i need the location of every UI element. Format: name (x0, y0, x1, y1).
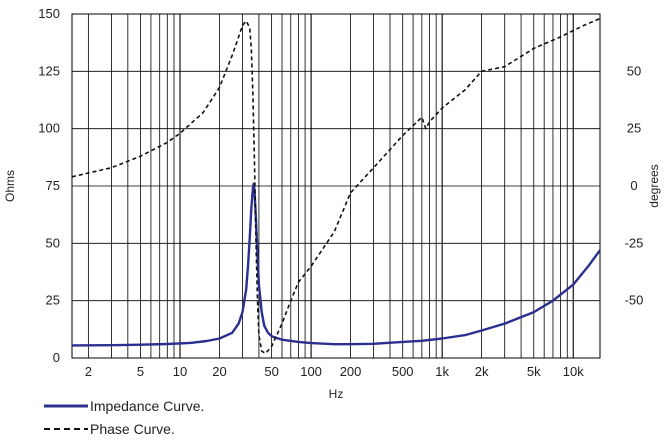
x-tick-label: 200 (340, 364, 362, 379)
x-tick-label: 5 (137, 364, 144, 379)
impedance-curve-line (71, 182, 601, 347)
series-layer (71, 17, 601, 355)
y-left-tick-label: 100 (38, 121, 60, 136)
x-tick-label: 2 (85, 364, 92, 379)
x-tick-label: 50 (264, 364, 278, 379)
y-left-tick-labels: 0 25 50 75 100 125 150 (38, 6, 60, 365)
y-right-tick-label: 25 (627, 121, 641, 136)
y-left-tick-label: 50 (46, 235, 60, 250)
x-tick-label: 1k (435, 364, 449, 379)
x-tick-label: 10 (173, 364, 187, 379)
y-right-tick-labels: -50 -25 0 25 50 (625, 63, 644, 307)
y-left-tick-label: 150 (38, 6, 60, 21)
phase-curve-line (71, 17, 601, 355)
y-right-tick-label: 50 (627, 63, 641, 78)
x-tick-label: 500 (392, 364, 414, 379)
y-left-tick-label: 0 (53, 350, 60, 365)
y-left-tick-label: 25 (46, 293, 60, 308)
x-tick-label: 100 (300, 364, 322, 379)
x-tick-labels: 2 5 10 20 50 100 200 500 1k 2k 5k 10k (85, 364, 584, 379)
grid-layer (72, 13, 600, 359)
x-tick-label: 10k (563, 364, 584, 379)
x-tick-label: 20 (212, 364, 226, 379)
y-right-tick-label: 0 (630, 178, 637, 193)
x-axis-label: Hz (329, 387, 344, 401)
y-right-tick-label: -25 (625, 235, 644, 250)
legend-label-phase: Phase Curve. (90, 421, 175, 437)
y-axis-left-label: Ohms (3, 170, 17, 202)
y-left-tick-label: 75 (46, 178, 60, 193)
x-tick-label: 5k (527, 364, 541, 379)
y-axis-right-label: degrees (647, 164, 661, 207)
y-left-tick-label: 125 (38, 63, 60, 78)
legend: Impedance Curve. Phase Curve. (44, 398, 204, 437)
x-tick-label: 2k (475, 364, 489, 379)
y-right-tick-label: -50 (625, 293, 644, 308)
legend-label-impedance: Impedance Curve. (90, 398, 204, 414)
plot-frame (71, 13, 601, 359)
